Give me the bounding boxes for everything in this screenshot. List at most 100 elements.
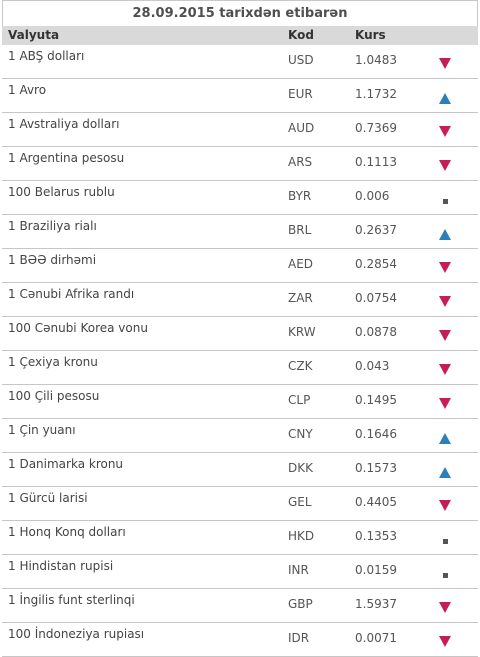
- table-row: 1 Avro EUR 1.1732: [2, 79, 478, 113]
- trend-cell: [428, 351, 478, 384]
- exchange-rate: 0.7369: [355, 121, 397, 135]
- currency-name: 100 Belarus rublu: [8, 185, 115, 199]
- trend-cell: [428, 487, 478, 520]
- triangle-up-icon: [439, 229, 451, 240]
- trend-cell: [428, 215, 478, 248]
- currency-name: 1 Argentina pesosu: [8, 151, 125, 165]
- exchange-rate: 0.043: [355, 359, 390, 373]
- currency-name: 1 Honq Konq dolları: [8, 525, 126, 539]
- square-icon: [443, 539, 448, 544]
- table-row: 1 Danimarka kronu DKK 0.1573: [2, 453, 478, 487]
- triangle-down-icon: [439, 160, 451, 171]
- table-header: Valyuta Kod Kurs: [2, 26, 478, 45]
- triangle-down-icon: [439, 500, 451, 511]
- exchange-rate: 0.2637: [355, 223, 397, 237]
- table-row: 1 Hindistan rupisi INR 0.0159: [2, 555, 478, 589]
- currency-code: CNY: [288, 427, 313, 441]
- currency-code: USD: [288, 53, 314, 67]
- header-trend: [428, 26, 478, 45]
- currency-code: KRW: [288, 325, 316, 339]
- table-row: 1 İngilis funt sterlinqi GBP 1.5937: [2, 589, 478, 623]
- trend-cell: [428, 249, 478, 282]
- currency-code: GBP: [288, 597, 313, 611]
- table-row: 1 Argentina pesosu ARS 0.1113: [2, 147, 478, 181]
- trend-cell: [428, 317, 478, 350]
- exchange-rate: 0.006: [355, 189, 390, 203]
- table-title: 28.09.2015 tarixdən etibarən: [2, 0, 478, 26]
- table-row: 1 Çexiya kronu CZK 0.043: [2, 351, 478, 385]
- triangle-up-icon: [439, 433, 451, 444]
- exchange-rate: 0.0878: [355, 325, 397, 339]
- currency-code: ZAR: [288, 291, 313, 305]
- currency-name: 1 Danimarka kronu: [8, 457, 124, 471]
- table-row: 1 Honq Konq dolları HKD 0.1353: [2, 521, 478, 555]
- exchange-rate: 0.1113: [355, 155, 397, 169]
- exchange-rate: 1.1732: [355, 87, 397, 101]
- currency-code: GEL: [288, 495, 312, 509]
- currency-code: CLP: [288, 393, 311, 407]
- currency-code: AED: [288, 257, 314, 271]
- currency-code: CZK: [288, 359, 313, 373]
- exchange-rate: 1.5937: [355, 597, 397, 611]
- header-currency: Valyuta: [8, 28, 60, 42]
- trend-cell: [428, 623, 478, 656]
- trend-cell: [428, 113, 478, 146]
- currency-name: 100 Cənubi Korea vonu: [8, 321, 148, 335]
- trend-cell: [428, 147, 478, 180]
- currency-name: 1 Çin yuanı: [8, 423, 76, 437]
- currency-code: BRL: [288, 223, 312, 237]
- trend-cell: [428, 419, 478, 452]
- currency-name: 100 Çili pesosu: [8, 389, 100, 403]
- triangle-up-icon: [439, 467, 451, 478]
- trend-cell: [428, 555, 478, 588]
- exchange-rate: 0.1646: [355, 427, 397, 441]
- currency-name: 1 Gürcü larisi: [8, 491, 88, 505]
- square-icon: [443, 573, 448, 578]
- table-row: 1 Çin yuanı CNY 0.1646: [2, 419, 478, 453]
- table-row: 100 İndoneziya rupiası IDR 0.0071: [2, 623, 478, 657]
- trend-cell: [428, 589, 478, 622]
- currency-name: 1 Avstraliya dolları: [8, 117, 120, 131]
- table-row: 100 Cənubi Korea vonu KRW 0.0878: [2, 317, 478, 351]
- currency-code: HKD: [288, 529, 315, 543]
- currency-name: 1 İngilis funt sterlinqi: [8, 593, 135, 607]
- trend-cell: [428, 181, 478, 214]
- exchange-rate: 0.2854: [355, 257, 397, 271]
- currency-name: 1 Avro: [8, 83, 47, 97]
- table-row: 100 Belarus rublu BYR 0.006: [2, 181, 478, 215]
- currency-name: 1 Cənubi Afrika randı: [8, 287, 135, 301]
- currency-name: 1 BƏƏ dirhəmi: [8, 253, 97, 267]
- square-icon: [443, 199, 448, 204]
- triangle-down-icon: [439, 364, 451, 375]
- currency-code: AUD: [288, 121, 315, 135]
- currency-name: 1 Braziliya rialı: [8, 219, 97, 233]
- table-body: 1 ABŞ dolları USD 1.0483 1 Avro EUR 1.1732 1 A…: [2, 45, 478, 657]
- triangle-down-icon: [439, 262, 451, 273]
- currency-code: IDR: [288, 631, 310, 645]
- trend-cell: [428, 79, 478, 112]
- trend-cell: [428, 45, 478, 78]
- table-row: 1 Braziliya rialı BRL 0.2637: [2, 215, 478, 249]
- triangle-down-icon: [439, 296, 451, 307]
- trend-cell: [428, 453, 478, 486]
- currency-name: 100 İndoneziya rupiası: [8, 627, 145, 641]
- trend-cell: [428, 283, 478, 316]
- currency-code: EUR: [288, 87, 313, 101]
- currency-code: BYR: [288, 189, 312, 203]
- triangle-down-icon: [439, 58, 451, 69]
- triangle-down-icon: [439, 636, 451, 647]
- currency-code: INR: [288, 563, 309, 577]
- table-row: 1 BƏƏ dirhəmi AED 0.2854: [2, 249, 478, 283]
- exchange-rate: 0.0754: [355, 291, 397, 305]
- triangle-down-icon: [439, 330, 451, 341]
- currency-name: 1 ABŞ dolları: [8, 49, 85, 63]
- table-row: 1 ABŞ dolları USD 1.0483: [2, 45, 478, 79]
- exchange-rate: 0.0071: [355, 631, 397, 645]
- exchange-rate: 0.4405: [355, 495, 397, 509]
- currency-name: 1 Çexiya kronu: [8, 355, 98, 369]
- table-row: 1 Gürcü larisi GEL 0.4405: [2, 487, 478, 521]
- triangle-down-icon: [439, 398, 451, 409]
- exchange-rate: 0.1573: [355, 461, 397, 475]
- exchange-rate: 1.0483: [355, 53, 397, 67]
